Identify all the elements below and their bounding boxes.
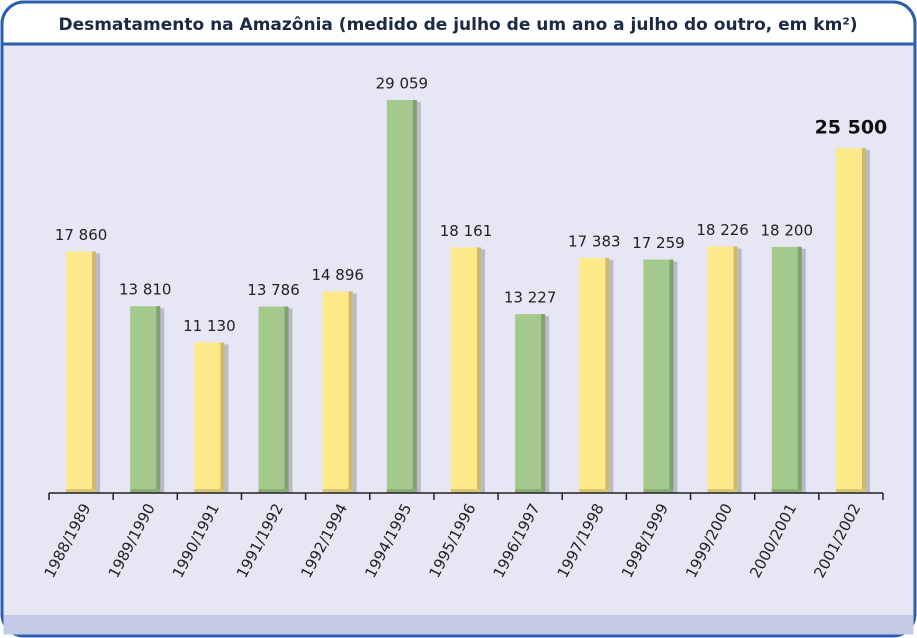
bar [322,291,353,493]
value-label: 13 227 [504,289,557,307]
bar-base [66,489,97,493]
bar-base [707,489,738,493]
bar [130,306,161,493]
bar-base [515,489,546,493]
value-label: 18 161 [440,222,493,240]
bar-side [220,342,225,493]
bar-side [669,259,674,493]
bar-side [284,306,289,493]
bar [771,246,802,493]
bar-base [258,489,289,493]
value-label: 18 226 [696,221,749,239]
bar-side [348,291,353,493]
bar-base [835,489,866,493]
chart-title: Desmatamento na Amazônia (medido de julh… [58,15,857,35]
title-bar [0,0,917,46]
bar-side [156,306,161,493]
bar [515,314,546,493]
value-label: 25 500 [815,117,888,139]
value-label: 29 059 [376,75,429,93]
bar-base [771,489,802,493]
bar-side [412,100,417,493]
bar-base [194,489,225,493]
footer-strip [3,615,914,635]
bar-side [605,257,610,493]
bar [707,246,738,493]
value-label: 11 130 [183,317,236,335]
bar [579,257,610,493]
bar-side [541,314,546,493]
value-label: 13 810 [119,281,172,299]
value-label: 17 259 [632,234,685,252]
bar [194,342,225,493]
value-label: 18 200 [761,221,814,239]
bar [386,100,417,493]
bar [66,251,97,493]
bar [643,259,674,493]
value-label: 17 860 [55,226,108,244]
bar-side [92,251,97,493]
bar-base [451,489,481,493]
bar-base [130,489,161,493]
bar-side [477,247,481,493]
bar [835,148,866,493]
bar-side [733,246,738,493]
bar [451,247,481,493]
bar-base [643,489,674,493]
bar-base [579,489,610,493]
bar-side [797,246,802,493]
bar-side [861,148,866,493]
value-label: 17 383 [568,232,621,250]
bar [258,306,289,493]
value-label: 13 786 [247,281,300,299]
bar-base [322,489,353,493]
bar-base [386,489,417,493]
value-label: 14 896 [311,266,364,284]
